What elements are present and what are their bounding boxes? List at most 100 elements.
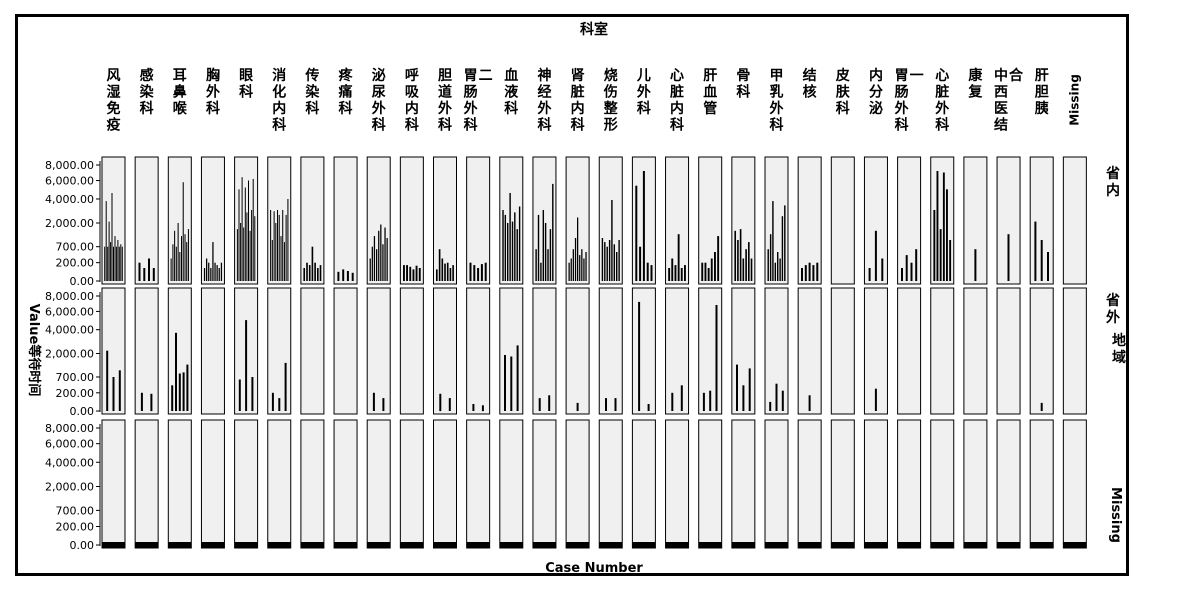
facet-panel bbox=[532, 287, 557, 415]
missing-row-bar bbox=[168, 542, 192, 548]
data-bar bbox=[238, 379, 241, 411]
facet-panel bbox=[333, 156, 358, 285]
data-bar bbox=[742, 258, 745, 281]
missing-row-bar bbox=[400, 542, 424, 548]
chart-title: 科室 bbox=[580, 21, 608, 38]
data-bar bbox=[933, 210, 936, 281]
data-bar bbox=[717, 236, 720, 281]
data-bar bbox=[236, 229, 238, 281]
data-bar bbox=[611, 200, 613, 281]
facet-panel bbox=[897, 419, 922, 549]
data-bar bbox=[702, 392, 705, 411]
data-bar bbox=[438, 249, 441, 281]
missing-row-bar bbox=[532, 542, 556, 548]
data-bar bbox=[736, 364, 738, 411]
data-bar bbox=[668, 268, 671, 281]
facet-panel bbox=[101, 419, 126, 549]
facet-panel bbox=[565, 419, 590, 549]
facet-panel bbox=[665, 287, 690, 415]
data-bar bbox=[285, 214, 287, 281]
data-bar bbox=[376, 249, 378, 281]
facet-panel bbox=[963, 156, 988, 285]
facet-panel bbox=[167, 287, 192, 415]
column-header: 泌尿外科 bbox=[372, 67, 386, 134]
data-bar bbox=[734, 230, 737, 281]
data-bar bbox=[446, 262, 449, 281]
facet-panel bbox=[598, 419, 623, 549]
data-bar bbox=[248, 180, 249, 281]
data-bar bbox=[275, 223, 277, 281]
data-bar bbox=[251, 377, 254, 411]
column-header: 神经外科 bbox=[537, 67, 551, 134]
data-bar bbox=[542, 210, 545, 281]
column-header: 中西医结合 bbox=[994, 67, 1024, 134]
missing-row-bar bbox=[433, 542, 457, 548]
data-bar bbox=[283, 242, 285, 281]
facet-panel bbox=[731, 419, 756, 549]
facet-panel bbox=[930, 419, 955, 549]
data-bar bbox=[781, 390, 784, 411]
data-bar bbox=[680, 268, 683, 281]
data-bar bbox=[601, 238, 604, 281]
data-bar bbox=[105, 201, 107, 281]
data-bar bbox=[218, 268, 220, 281]
column-header: 感染科 bbox=[140, 67, 155, 117]
data-bar bbox=[516, 229, 518, 281]
facet-panel bbox=[433, 419, 457, 549]
data-bar bbox=[507, 223, 509, 281]
facet-panel bbox=[996, 156, 1021, 285]
data-bar bbox=[709, 390, 712, 411]
data-bar bbox=[775, 383, 778, 411]
data-bar bbox=[674, 265, 677, 281]
data-bar bbox=[477, 268, 480, 281]
facet-panel bbox=[698, 419, 723, 549]
facet-panel bbox=[333, 287, 358, 415]
missing-row-bar bbox=[599, 542, 623, 548]
column-header: 心脏外科 bbox=[935, 68, 949, 134]
data-bar bbox=[452, 265, 454, 281]
data-bar bbox=[150, 393, 153, 412]
data-bar bbox=[270, 210, 272, 281]
data-bar bbox=[915, 249, 918, 281]
data-bar bbox=[469, 262, 472, 281]
data-bar bbox=[742, 385, 745, 411]
data-bar bbox=[278, 214, 280, 281]
missing-row-bar bbox=[698, 542, 722, 548]
facet-panel bbox=[532, 419, 557, 549]
facet-panel bbox=[863, 419, 888, 549]
data-bar bbox=[868, 268, 871, 281]
x-axis-label: Case Number bbox=[545, 561, 643, 576]
facet-panel bbox=[665, 156, 690, 285]
missing-row-bar bbox=[997, 542, 1021, 548]
data-bar bbox=[502, 210, 504, 281]
facet-panel bbox=[565, 287, 590, 415]
missing-row-bar bbox=[765, 542, 788, 548]
facet-panel bbox=[631, 287, 656, 415]
data-bar bbox=[576, 402, 579, 411]
column-header: 胃肠外科二 bbox=[464, 68, 493, 134]
facet-panel bbox=[1062, 419, 1087, 549]
y-tick-label: 4,000.00 bbox=[45, 324, 94, 337]
data-bar bbox=[604, 242, 606, 281]
data-bar bbox=[303, 268, 306, 281]
data-bar bbox=[114, 236, 116, 281]
data-bar bbox=[110, 242, 112, 281]
data-bar bbox=[737, 240, 739, 281]
data-bar bbox=[504, 355, 506, 411]
data-bar bbox=[113, 246, 114, 281]
data-bar bbox=[382, 398, 385, 411]
data-bar bbox=[614, 398, 617, 411]
facet-panel bbox=[863, 287, 888, 415]
data-bar bbox=[108, 221, 110, 281]
column-header: 骨科 bbox=[736, 67, 750, 101]
data-bar bbox=[369, 258, 371, 281]
data-bar bbox=[254, 216, 256, 281]
data-bar bbox=[118, 370, 121, 411]
data-bar bbox=[537, 214, 540, 281]
data-bar bbox=[415, 265, 418, 281]
facet-panel bbox=[466, 287, 491, 415]
data-bar bbox=[384, 227, 386, 281]
data-bar bbox=[244, 187, 246, 281]
data-bar bbox=[104, 246, 106, 281]
data-bar bbox=[774, 262, 777, 281]
